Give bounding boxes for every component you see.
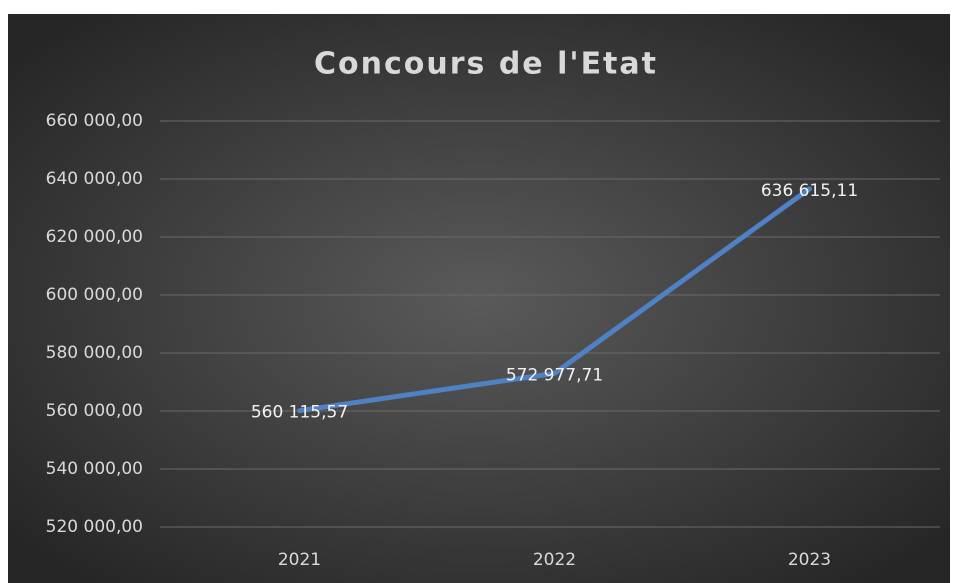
x-tick-label: 2022: [533, 550, 576, 570]
line: [297, 186, 812, 414]
y-tick-label: 640 000,00: [46, 169, 143, 189]
chart-title: Concours de l'Etat: [314, 47, 658, 82]
y-tick-label: 580 000,00: [46, 343, 143, 363]
y-tick-label: 520 000,00: [46, 517, 143, 537]
y-tick-label: 540 000,00: [46, 459, 143, 479]
y-tick-label: 560 000,00: [46, 401, 143, 421]
y-tick-label: 600 000,00: [46, 285, 143, 305]
x-tick-label: 2021: [278, 550, 321, 570]
data-label: 572 977,71: [506, 365, 603, 385]
data-label: 560 115,57: [251, 403, 348, 423]
data-label: 636 615,11: [761, 181, 858, 201]
chart-background: [8, 14, 950, 583]
y-tick-label: 620 000,00: [46, 227, 143, 247]
y-tick-label: 660 000,00: [46, 111, 143, 131]
x-tick-label: 2023: [788, 550, 831, 570]
